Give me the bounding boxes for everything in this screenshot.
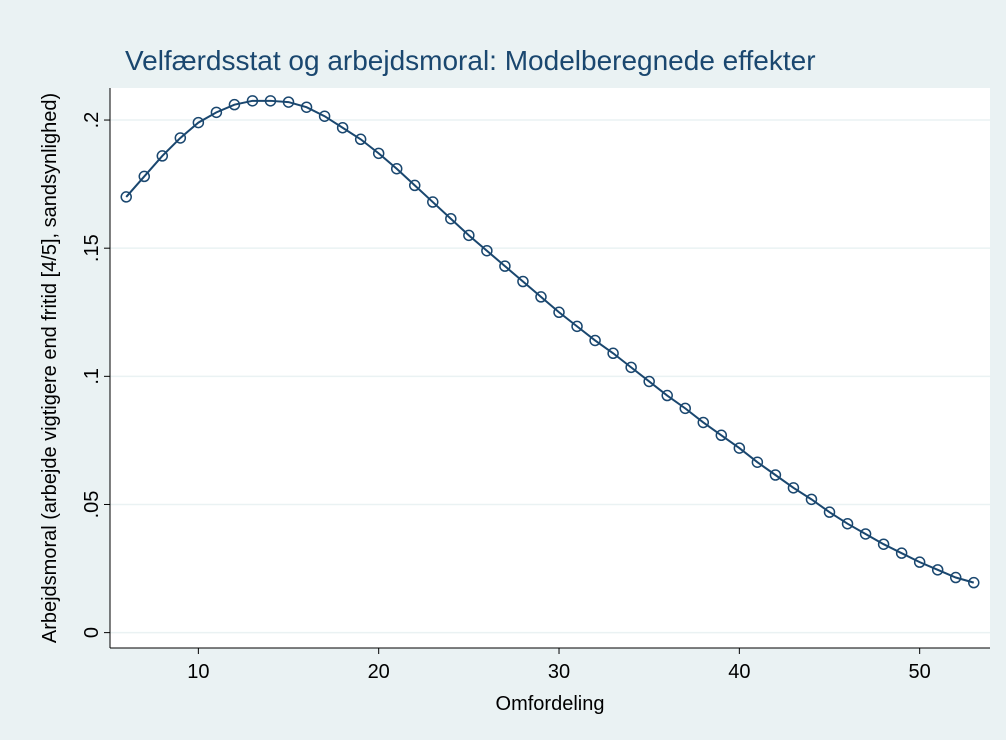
marker <box>625 361 637 374</box>
marker <box>877 538 890 550</box>
marker <box>156 150 169 162</box>
marker <box>895 547 908 559</box>
marker <box>535 291 547 303</box>
marker <box>138 170 151 183</box>
marker <box>787 482 800 494</box>
marker <box>228 98 241 111</box>
x-tick-label: 10 <box>187 661 209 683</box>
marker <box>336 121 349 134</box>
marker <box>120 191 132 203</box>
marker <box>571 320 583 333</box>
marker <box>210 106 223 119</box>
marker <box>282 96 295 108</box>
marker <box>517 275 529 288</box>
marker <box>697 416 710 429</box>
marker <box>300 101 313 113</box>
marker <box>427 196 439 208</box>
marker <box>246 95 259 107</box>
marker <box>733 442 746 454</box>
marker <box>463 229 475 242</box>
marker <box>174 132 187 144</box>
marker <box>823 506 836 518</box>
marker <box>481 244 493 257</box>
marker <box>715 429 728 442</box>
marker <box>805 493 818 506</box>
marker <box>913 556 926 568</box>
plot-area <box>110 88 990 648</box>
y-tick-label: .05 <box>81 491 103 519</box>
line <box>125 99 975 584</box>
marker <box>318 110 331 122</box>
marker <box>553 306 565 319</box>
y-tick-label: 0 <box>81 627 103 638</box>
marker <box>643 375 655 388</box>
marker <box>264 95 277 107</box>
marker <box>607 347 619 360</box>
marker <box>769 469 782 481</box>
marker <box>841 517 854 530</box>
marker <box>679 402 691 415</box>
marker <box>968 576 980 589</box>
marker <box>499 260 511 272</box>
marker <box>390 162 403 175</box>
x-tick-label: 30 <box>548 661 570 683</box>
y-tick-label: .2 <box>81 112 103 129</box>
marker <box>949 571 962 584</box>
marker <box>661 389 673 402</box>
chart-title: Velfærdsstat og arbejdsmoral: Modelbereg… <box>125 45 816 76</box>
marker <box>354 133 367 146</box>
marker <box>859 528 872 540</box>
marker <box>409 179 421 192</box>
x-tick-label: 40 <box>728 661 750 683</box>
y-tick-label: .15 <box>81 234 103 262</box>
x-tick-label: 50 <box>909 661 931 683</box>
marker <box>445 212 457 225</box>
y-tick-label: .1 <box>81 368 103 385</box>
marker <box>192 116 205 129</box>
y-axis-label: Arbejdsmoral (arbejde vigtigere end frit… <box>39 93 61 643</box>
marker <box>751 456 764 468</box>
marker <box>589 334 601 347</box>
marker <box>931 564 944 576</box>
x-axis-label: Omfordeling <box>496 693 605 715</box>
x-tick-label: 20 <box>368 661 390 683</box>
marker <box>372 147 385 160</box>
